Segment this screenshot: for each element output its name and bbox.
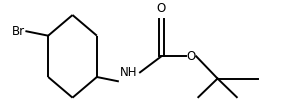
Text: O: O bbox=[186, 50, 196, 63]
Text: Br: Br bbox=[12, 25, 25, 38]
Text: NH: NH bbox=[120, 66, 138, 79]
Text: O: O bbox=[157, 2, 166, 15]
